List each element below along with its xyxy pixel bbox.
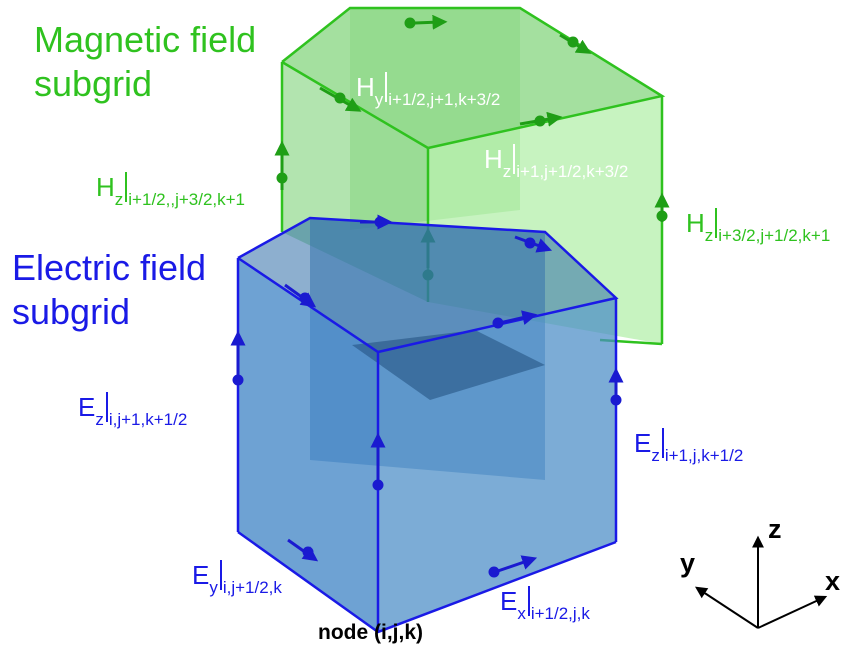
ez-node-center	[372, 479, 384, 491]
electric-title-line2: subgrid	[12, 291, 131, 332]
electric-title-line1: Electric field	[12, 247, 207, 288]
hz-node-right	[656, 210, 668, 222]
ez-right-label: Ez i+1,j,k+1/2	[634, 428, 744, 465]
hz-left-label: Hz i+1/2,,j+3/2,k+1	[96, 172, 246, 209]
ex-node-top-front	[492, 317, 504, 329]
node-label: node (i,j,k)	[318, 621, 423, 644]
electric-cube-bottom-edges	[237, 530, 617, 634]
ey-bottom-label: Ey i,j+1/2,k	[192, 560, 282, 597]
hy-node-top-back	[404, 17, 416, 29]
y-axis-label: y	[680, 548, 696, 578]
ey-node-top-left	[299, 292, 311, 304]
electric-subgrid-cube	[230, 214, 624, 634]
ex-bottom-label: Ex i+1/2,j,k	[500, 586, 590, 623]
axes-triad	[694, 535, 828, 629]
hy-node-top-front	[534, 115, 546, 127]
z-axis-label: z	[768, 514, 782, 544]
y-axis	[694, 586, 759, 629]
hz-node-left	[276, 172, 288, 184]
ex-node-bottom	[488, 566, 500, 578]
ez-node-left	[232, 374, 244, 386]
magnetic-title-line1: Magnetic field	[34, 19, 257, 60]
magnetic-cube-top-face	[282, 8, 662, 148]
ey-node-top-right	[524, 237, 536, 249]
x-axis	[757, 595, 828, 629]
magnetic-title-line2: subgrid	[34, 63, 153, 104]
hy-node-top-left	[334, 92, 346, 104]
hz-right-label: Hz i+3/2,j+1/2,k+1	[686, 208, 831, 245]
ey-node-top-back	[374, 216, 386, 228]
ez-left-label: Ez i,j+1,k+1/2	[78, 392, 188, 429]
ey-node-bottom	[302, 546, 314, 558]
hy-top-label: Hy i+1/2,j+1,k+3/2	[356, 72, 501, 109]
hz-inner-label: Hz i+1,j+1/2,k+3/2	[484, 144, 629, 181]
electric-cube-left-face	[238, 258, 378, 632]
hy-node-top-right	[567, 36, 579, 48]
ez-node-right	[610, 394, 622, 406]
hy-arrow-top-back	[414, 14, 448, 30]
x-axis-label: x	[825, 566, 841, 596]
electric-cube-top-edges	[237, 216, 619, 354]
